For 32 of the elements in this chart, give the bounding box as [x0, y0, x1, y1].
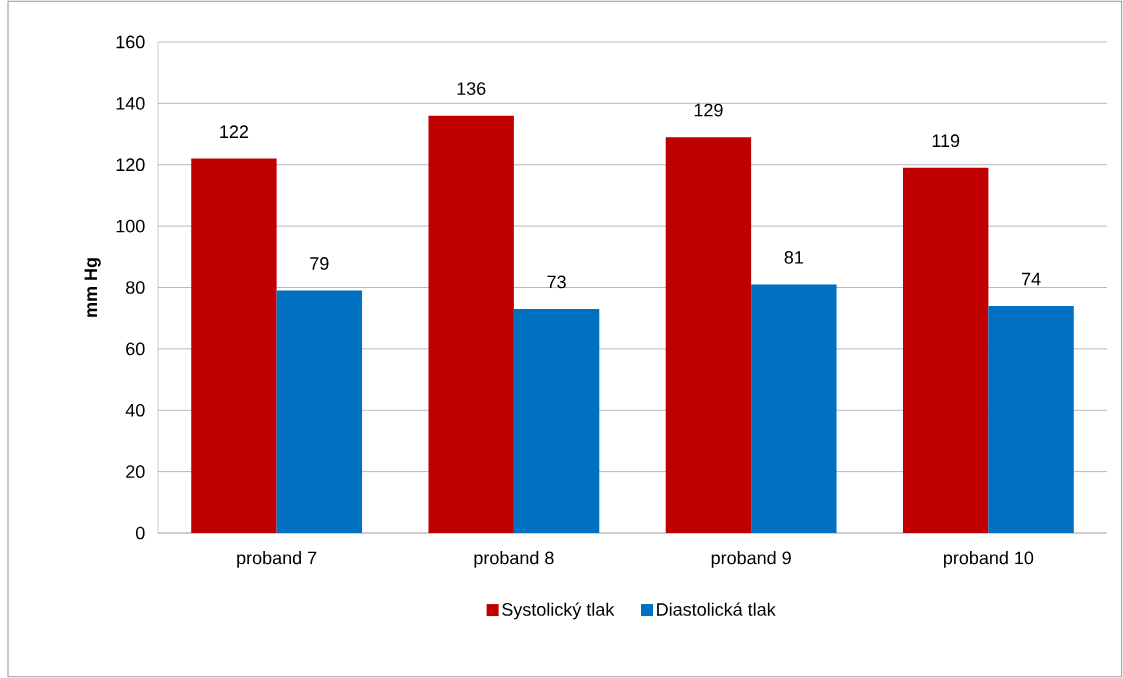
- y-tick-label: 80: [126, 281, 145, 294]
- x-tick-label: proband 7: [237, 551, 317, 568]
- bar: [276, 290, 363, 533]
- y-tick-label: 40: [125, 403, 145, 417]
- data-label: 136: [457, 82, 486, 95]
- bar: [513, 308, 600, 533]
- data-label: 74: [1022, 272, 1041, 286]
- legend-label: Systolický tlak: [502, 602, 615, 620]
- y-tick-label: 160: [116, 35, 145, 49]
- y-axis-title: mm Hg: [84, 258, 101, 317]
- bar: [751, 284, 837, 533]
- y-tick-label: 60: [126, 342, 145, 356]
- bar: [902, 167, 989, 533]
- data-label: 119: [932, 134, 960, 148]
- y-tick-label: 0: [135, 526, 145, 540]
- data-label: 122: [220, 125, 249, 138]
- x-tick-label: proband 10: [944, 551, 1034, 568]
- y-tick-label: 140: [116, 97, 145, 110]
- y-tick-label: 120: [116, 158, 145, 172]
- data-label: 129: [694, 103, 723, 117]
- data-label: 73: [547, 275, 566, 289]
- bar: [988, 305, 1074, 533]
- x-tick-label: proband 9: [711, 551, 791, 568]
- y-tick-label: 20: [126, 465, 145, 478]
- data-label: 79: [310, 257, 329, 270]
- data-label: 81: [784, 250, 803, 264]
- bar: [191, 158, 277, 533]
- y-tick-label: 100: [116, 219, 145, 233]
- bar: [428, 115, 514, 533]
- legend-label: Diastolická tlak: [657, 602, 776, 616]
- x-tick-label: proband 8: [474, 551, 554, 568]
- bar: [665, 137, 752, 533]
